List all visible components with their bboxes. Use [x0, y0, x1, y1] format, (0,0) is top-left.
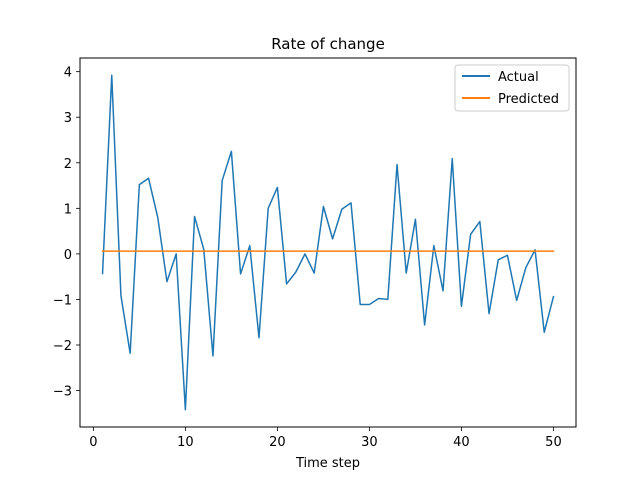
x-axis-title: Time step	[295, 456, 360, 471]
plot-frame	[79, 57, 577, 428]
x-tick-label: 30	[361, 435, 378, 450]
x-tick-label: 50	[545, 435, 562, 450]
y-tick-label: 0	[64, 248, 72, 263]
legend-label-predicted: Predicted	[498, 92, 559, 107]
x-tick-label: 10	[177, 435, 194, 450]
y-tick-label: −2	[53, 339, 72, 354]
x-tick-label: 0	[89, 435, 97, 450]
x-axis: 0 10 20 30 40 50	[89, 427, 562, 450]
y-axis: −3 −2 −1 0 1 2 3 4	[53, 66, 80, 400]
series-line-actual	[101, 74, 555, 411]
y-tick-label: −3	[53, 385, 72, 400]
x-tick-label: 20	[269, 435, 286, 450]
plot-lines	[101, 74, 555, 411]
legend: Actual Predicted	[454, 64, 570, 112]
chart-title: Rate of change	[271, 35, 385, 53]
y-tick-label: 4	[64, 66, 72, 81]
legend-label-actual: Actual	[498, 70, 539, 85]
y-tick-label: 2	[64, 157, 72, 172]
y-tick-label: −1	[53, 293, 72, 308]
y-tick-label: 3	[64, 111, 72, 126]
x-tick-label: 40	[453, 435, 470, 450]
y-tick-label: 1	[64, 202, 72, 217]
